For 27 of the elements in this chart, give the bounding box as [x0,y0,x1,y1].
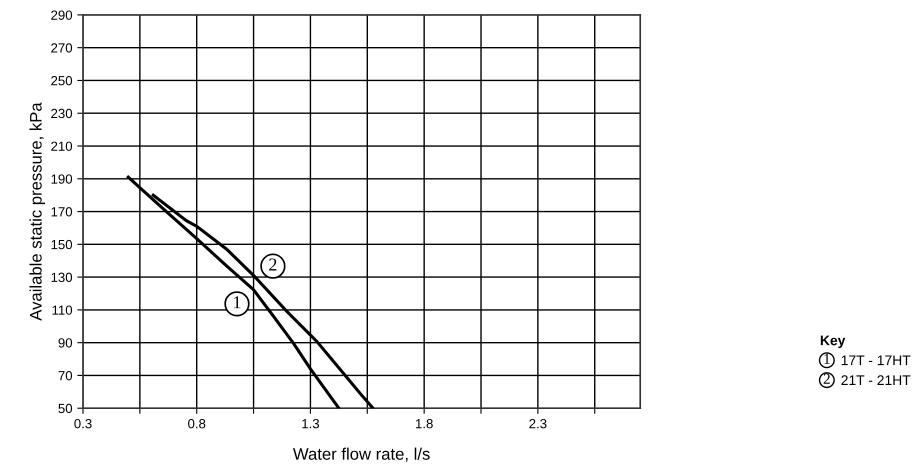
y-tick-label: 250 [51,76,72,86]
y-tick-label: 110 [52,305,72,315]
y-tick-label: 170 [52,207,72,216]
y-tick-label: 270 [51,43,72,53]
y-tick-label: 190 [52,174,72,184]
y-tick-label: 210 [51,142,72,151]
legend-title: Key [820,336,846,348]
y-tick-label: 130 [52,272,72,282]
y-tick-label: 230 [51,108,72,118]
x-tick-label: 0.8 [188,418,206,428]
x-tick-label: 0.3 [74,418,92,428]
x-axis-title: Water flow rate, l/s [293,448,430,462]
y-tick-label: 150 [52,240,72,250]
text: 2 [824,374,830,384]
annotation: 1 [234,296,240,308]
legend-label: 21T - 21HT [841,375,910,385]
text: 1 [824,354,830,364]
y-tick-label: 90 [58,338,72,348]
x-tick-label: 1.8 [416,418,433,428]
legend-label: 17T - 17HT [842,356,910,366]
y-tick-label: 290 [51,10,72,20]
y-tick-label: 70 [58,371,72,380]
y-axis-title: Available static pressure, kPa [29,102,46,321]
x-tick-label: 2.3 [529,418,546,428]
x-tick-label: 1.3 [302,418,320,428]
annotation: 2 [269,258,276,270]
y-tick-label: 50 [58,404,72,414]
